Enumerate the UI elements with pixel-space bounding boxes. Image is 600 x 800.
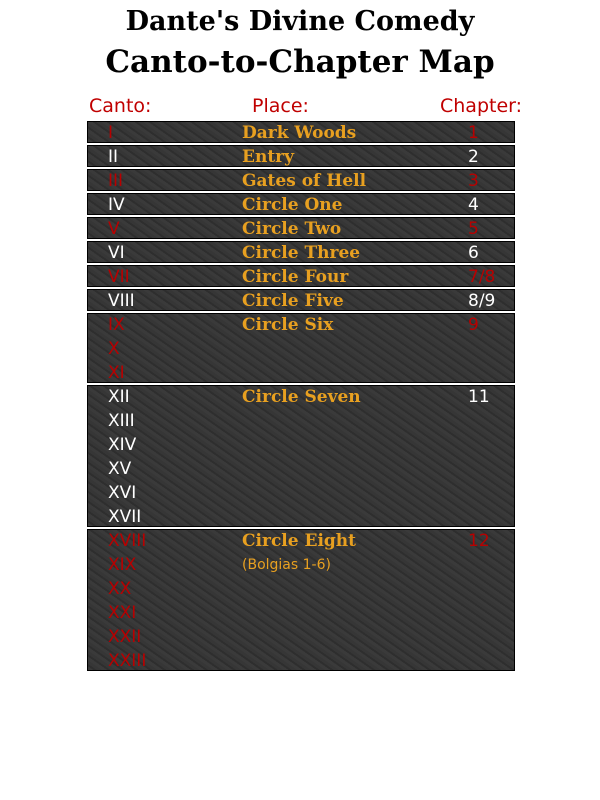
place-name: Circle Three (242, 243, 361, 263)
chapter-number: 7/8 (468, 267, 496, 287)
table-row: I Dark Woods 1 (87, 121, 515, 143)
place-name: Circle Seven (242, 387, 361, 407)
table-row: XII XIII XIV XV XVI XVII Circle Seven 11 (87, 385, 515, 527)
canto-number: XV (108, 459, 132, 479)
page-title: Dante's Divine Comedy (125, 6, 475, 37)
canto-chapter-table: I Dark Woods 1 II Entry 2 III Gates of Hell 3 IV C… (87, 121, 515, 673)
header-canto: Canto: (89, 95, 152, 117)
place-name: Circle One (242, 195, 343, 215)
place-name: Circle Four (242, 267, 349, 287)
table-row: VII Circle Four 7/8 (87, 265, 515, 287)
canto-number: XX (108, 579, 132, 599)
table-row: IX X XI Circle Six 9 (87, 313, 515, 383)
place-name: Circle Five (242, 291, 344, 311)
table-row: VIII Circle Five 8/9 (87, 289, 515, 311)
canto-number: XVI (108, 483, 137, 503)
canto-number: VI (108, 243, 125, 263)
canto-number: XI (108, 363, 125, 383)
canto-number: XVII (108, 507, 142, 527)
canto-number: III (108, 171, 124, 191)
table-row: VI Circle Three 6 (87, 241, 515, 263)
canto-number: XXIII (108, 651, 147, 671)
canto-number: X (108, 339, 120, 359)
chapter-number: 5 (468, 219, 479, 239)
table-row: IV Circle One 4 (87, 193, 515, 215)
canto-number: V (108, 219, 120, 239)
canto-number: XXI (108, 603, 137, 623)
canto-number: IX (108, 315, 125, 335)
canto-number: XII (108, 387, 130, 407)
chapter-number: 2 (468, 147, 479, 167)
canto-number: VIII (108, 291, 135, 311)
chapter-number: 9 (468, 315, 479, 335)
chapter-number: 8/9 (468, 291, 496, 311)
canto-number: XIX (108, 555, 137, 575)
canto-number: VII (108, 267, 130, 287)
table-row: II Entry 2 (87, 145, 515, 167)
canto-number: II (108, 147, 119, 167)
chapter-number: 3 (468, 171, 479, 191)
place-name: Entry (242, 147, 295, 167)
chapter-number: 11 (468, 387, 490, 407)
header-place: Place: (252, 95, 309, 117)
table-row: V Circle Two 5 (87, 217, 515, 239)
place-name: Gates of Hell (242, 171, 367, 191)
header-chapter: Chapter: (440, 95, 523, 117)
canto-number: I (108, 123, 114, 143)
place-subtitle: (Bolgias 1-6) (242, 557, 331, 573)
place-name: Circle Two (242, 219, 342, 239)
place-name: Circle Six (242, 315, 334, 335)
chapter-number: 4 (468, 195, 479, 215)
table-row: XVIII XIX XX XXI XXII XXIII Circle Eight (Bolgi… (87, 529, 515, 671)
table-row: III Gates of Hell 3 (87, 169, 515, 191)
canto-number: XXII (108, 627, 142, 647)
chapter-number: 1 (468, 123, 479, 143)
place-name: Circle Eight (242, 531, 357, 551)
canto-number: XVIII (108, 531, 147, 551)
canto-number: IV (108, 195, 125, 215)
chapter-number: 6 (468, 243, 479, 263)
page-subtitle: Canto-to-Chapter Map (105, 44, 495, 80)
canto-number: XIV (108, 435, 137, 455)
canto-number: XIII (108, 411, 135, 431)
chapter-number: 12 (468, 531, 490, 551)
place-name: Dark Woods (242, 123, 357, 143)
